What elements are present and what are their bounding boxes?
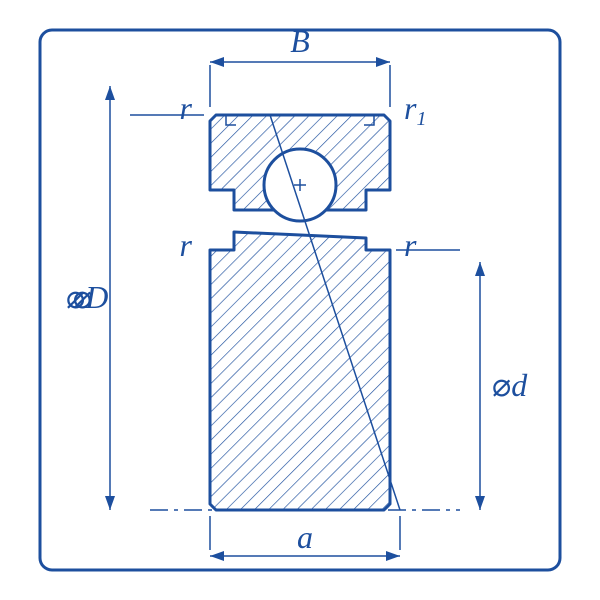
svg-text:r: r bbox=[404, 227, 417, 263]
svg-text:B: B bbox=[290, 23, 310, 59]
svg-text:r: r bbox=[180, 227, 193, 263]
bearing-cross-section bbox=[130, 65, 460, 550]
label-d: ⌀d bbox=[492, 367, 528, 403]
label-r1: r1 bbox=[404, 90, 426, 130]
svg-text:r: r bbox=[180, 90, 193, 126]
inner-ring bbox=[210, 232, 390, 510]
label-D: ⌀D bbox=[66, 279, 108, 315]
svg-text:a: a bbox=[297, 519, 313, 555]
